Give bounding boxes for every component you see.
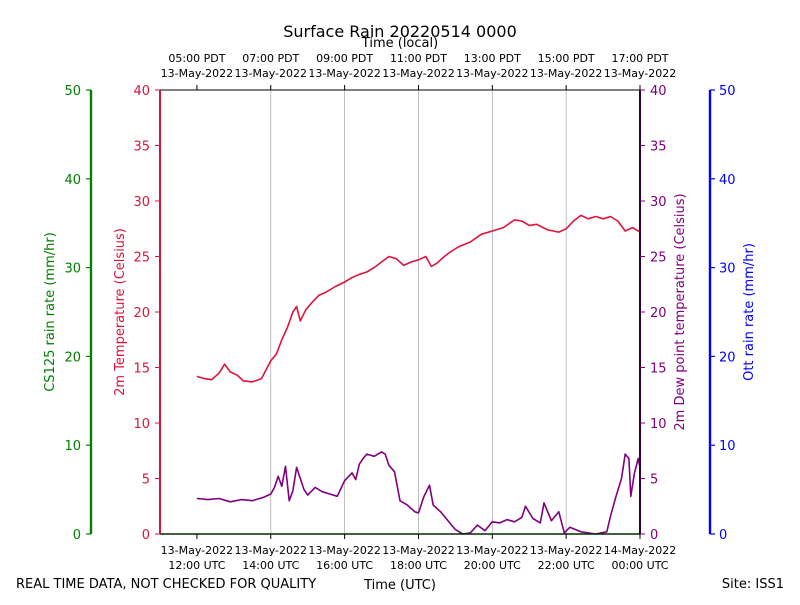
ott-tick-label: 40 xyxy=(719,173,736,188)
local-tick-date: 13-May-2022 xyxy=(456,67,528,80)
utc-tick-time: 22:00 UTC xyxy=(538,559,595,572)
cs125-tick-label: 40 xyxy=(64,173,81,188)
temperature-tick-label: 0 xyxy=(142,528,150,543)
local-tick-time: 13:00 PDT xyxy=(464,52,521,65)
top-axis-label: Time (local) xyxy=(361,36,438,51)
x-axis-label: Time (UTC) xyxy=(363,578,436,593)
ott-tick-label: 0 xyxy=(719,528,727,543)
ott-tick-label: 50 xyxy=(719,84,736,99)
utc-tick-time: 12:00 UTC xyxy=(168,559,225,572)
local-tick-time: 07:00 PDT xyxy=(242,52,299,65)
dewpoint-tick-label: 0 xyxy=(650,528,658,543)
temperature-tick-label: 5 xyxy=(142,473,150,488)
utc-tick-date: 13-May-2022 xyxy=(235,544,307,557)
cs125-tick-label: 10 xyxy=(64,439,81,454)
dewpoint-tick-label: 30 xyxy=(650,195,667,210)
temperature-tick-label: 30 xyxy=(133,195,150,210)
local-tick-date: 13-May-2022 xyxy=(604,67,676,80)
ott-axis-label: Ott rain rate (mm/hr) xyxy=(742,243,757,381)
local-tick-date: 13-May-2022 xyxy=(161,67,233,80)
utc-tick-date: 13-May-2022 xyxy=(161,544,233,557)
local-tick-time: 15:00 PDT xyxy=(538,52,595,65)
temperature-line xyxy=(196,214,641,383)
utc-tick-date: 13-May-2022 xyxy=(382,544,454,557)
local-tick-time: 11:00 PDT xyxy=(390,52,447,65)
dewpoint-tick-label: 10 xyxy=(650,417,667,432)
temperature-tick-label: 10 xyxy=(133,417,150,432)
dewpoint-tick-label: 25 xyxy=(650,251,667,266)
utc-tick-date: 13-May-2022 xyxy=(308,544,380,557)
temperature-tick-label: 25 xyxy=(133,251,150,266)
temperature-axis-label: 2m Temperature (Celsius) xyxy=(113,228,128,396)
cs125-tick-label: 20 xyxy=(64,350,81,365)
utc-tick-time: 00:00 UTC xyxy=(611,559,668,572)
dewpoint-tick-label: 20 xyxy=(650,306,667,321)
ott-tick-label: 30 xyxy=(719,262,736,277)
cs125-tick-label: 0 xyxy=(73,528,81,543)
dewpoint-axis-label: 2m Dew point temperature (Celsius) xyxy=(673,193,688,430)
local-tick-date: 13-May-2022 xyxy=(308,67,380,80)
footer-quality-note: REAL TIME DATA, NOT CHECKED FOR QUALITY xyxy=(16,577,316,592)
temperature-tick-label: 40 xyxy=(133,84,150,99)
utc-tick-date: 13-May-2022 xyxy=(530,544,602,557)
utc-tick-date: 14-May-2022 xyxy=(604,544,676,557)
local-tick-time: 17:00 PDT xyxy=(611,52,668,65)
local-tick-time: 09:00 PDT xyxy=(316,52,373,65)
cs125-tick-label: 30 xyxy=(64,262,81,277)
local-tick-time: 05:00 PDT xyxy=(168,52,225,65)
local-tick-date: 13-May-2022 xyxy=(530,67,602,80)
temperature-tick-label: 35 xyxy=(133,140,150,155)
dewpoint-tick-label: 40 xyxy=(650,84,667,99)
dewpoint-line xyxy=(196,451,641,535)
dewpoint-tick-label: 15 xyxy=(650,362,667,377)
ott-tick-label: 20 xyxy=(719,350,736,365)
dewpoint-tick-label: 5 xyxy=(650,473,658,488)
local-tick-date: 13-May-2022 xyxy=(235,67,307,80)
cs125-tick-label: 50 xyxy=(64,84,81,99)
footer-site: Site: ISS1 xyxy=(722,577,784,592)
utc-tick-date: 13-May-2022 xyxy=(456,544,528,557)
cs125-axis-label: CS125 rain rate (mm/hr) xyxy=(43,232,58,392)
dewpoint-tick-label: 35 xyxy=(650,140,667,155)
chart-title: Surface Rain 20220514 0000 xyxy=(283,22,517,41)
utc-tick-time: 18:00 UTC xyxy=(390,559,447,572)
utc-tick-time: 14:00 UTC xyxy=(242,559,299,572)
utc-tick-time: 20:00 UTC xyxy=(464,559,521,572)
temperature-tick-label: 20 xyxy=(133,306,150,321)
temperature-tick-label: 15 xyxy=(133,362,150,377)
utc-tick-time: 16:00 UTC xyxy=(316,559,373,572)
local-tick-date: 13-May-2022 xyxy=(382,67,454,80)
ott-tick-label: 10 xyxy=(719,439,736,454)
